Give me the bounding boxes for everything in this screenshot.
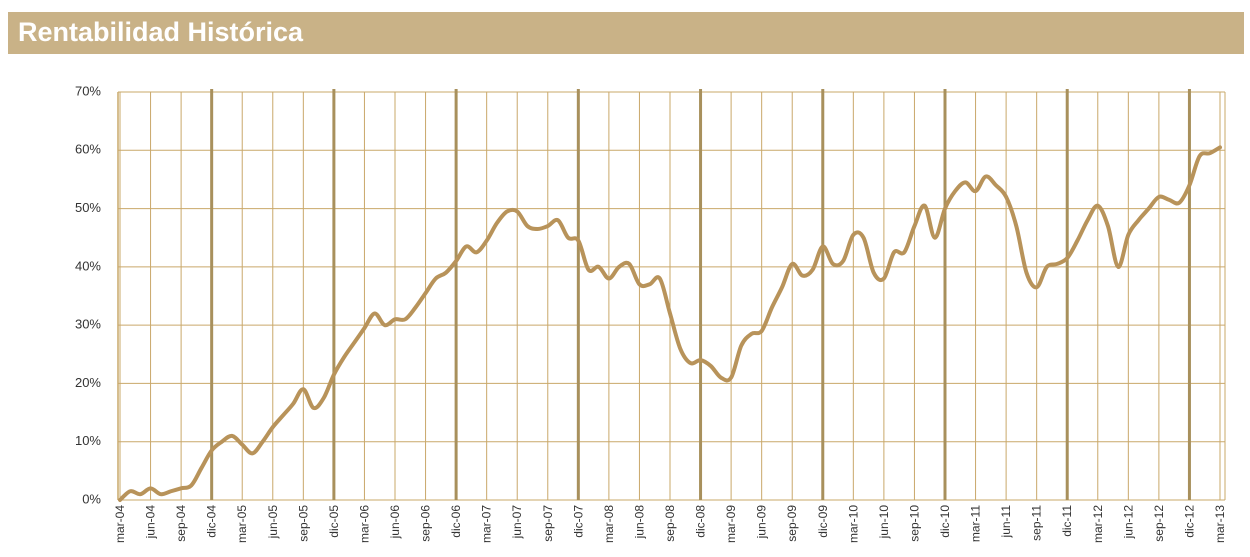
x-tick-label: mar-08	[602, 505, 616, 543]
x-tick-label: sep-09	[785, 505, 799, 542]
x-tick-label: jun-05	[266, 505, 280, 540]
x-tick-label: jun-10	[877, 505, 891, 540]
x-tick-label: jun-07	[510, 505, 524, 540]
x-tick-label: dic-06	[449, 505, 463, 538]
x-tick-label: sep-11	[1030, 505, 1044, 541]
y-tick-label: 70%	[75, 83, 101, 98]
x-tick-label: dic-10	[938, 505, 952, 538]
y-tick-label: 10%	[75, 433, 101, 448]
x-tick-label: mar-04	[113, 505, 127, 543]
x-tick-label: jun-09	[755, 505, 769, 540]
x-tick-label: sep-08	[663, 505, 677, 542]
x-tick-label: mar-12	[1091, 505, 1105, 543]
x-tick-label: mar-06	[357, 505, 371, 543]
y-tick-label: 60%	[75, 142, 101, 157]
x-tick-label: jun-06	[388, 505, 402, 540]
y-tick-label: 50%	[75, 200, 101, 215]
chart-title: Rentabilidad Histórica	[18, 17, 304, 47]
x-tick-label: jun-08	[632, 505, 646, 540]
x-tick-label: mar-05	[235, 505, 249, 543]
x-tick-label: jun-11	[999, 505, 1013, 539]
y-tick-label: 40%	[75, 258, 101, 273]
x-tick-label: mar-09	[724, 505, 738, 543]
x-tick-label: dic-05	[327, 505, 341, 538]
y-tick-label: 30%	[75, 317, 101, 332]
x-tick-label: dic-12	[1182, 505, 1196, 538]
title-bar	[8, 12, 1244, 54]
x-tick-label: sep-06	[419, 505, 433, 542]
y-tick-label: 0%	[82, 491, 101, 506]
x-tick-label: dic-08	[694, 505, 708, 538]
x-tick-label: mar-11	[969, 505, 983, 542]
x-tick-label: dic-11	[1060, 505, 1074, 537]
x-tick-label: sep-07	[541, 505, 555, 542]
line	[118, 145, 1222, 502]
x-tick-label: sep-05	[296, 505, 310, 542]
x-tick-label: mar-10	[846, 505, 860, 543]
x-tick-label: dic-09	[816, 505, 830, 538]
x-tick-label: jun-04	[144, 505, 158, 540]
x-tick-label: sep-04	[174, 505, 188, 542]
x-tick-label: mar-13	[1213, 505, 1227, 543]
x-tick-label: dic-04	[205, 505, 219, 538]
x-tick-label: mar-07	[480, 505, 494, 543]
x-tick-label: sep-10	[907, 505, 921, 542]
x-tick-label: jun-12	[1121, 505, 1135, 540]
x-tick-label: sep-12	[1152, 505, 1166, 542]
y-tick-label: 20%	[75, 375, 101, 390]
x-tick-label: dic-07	[571, 505, 585, 538]
